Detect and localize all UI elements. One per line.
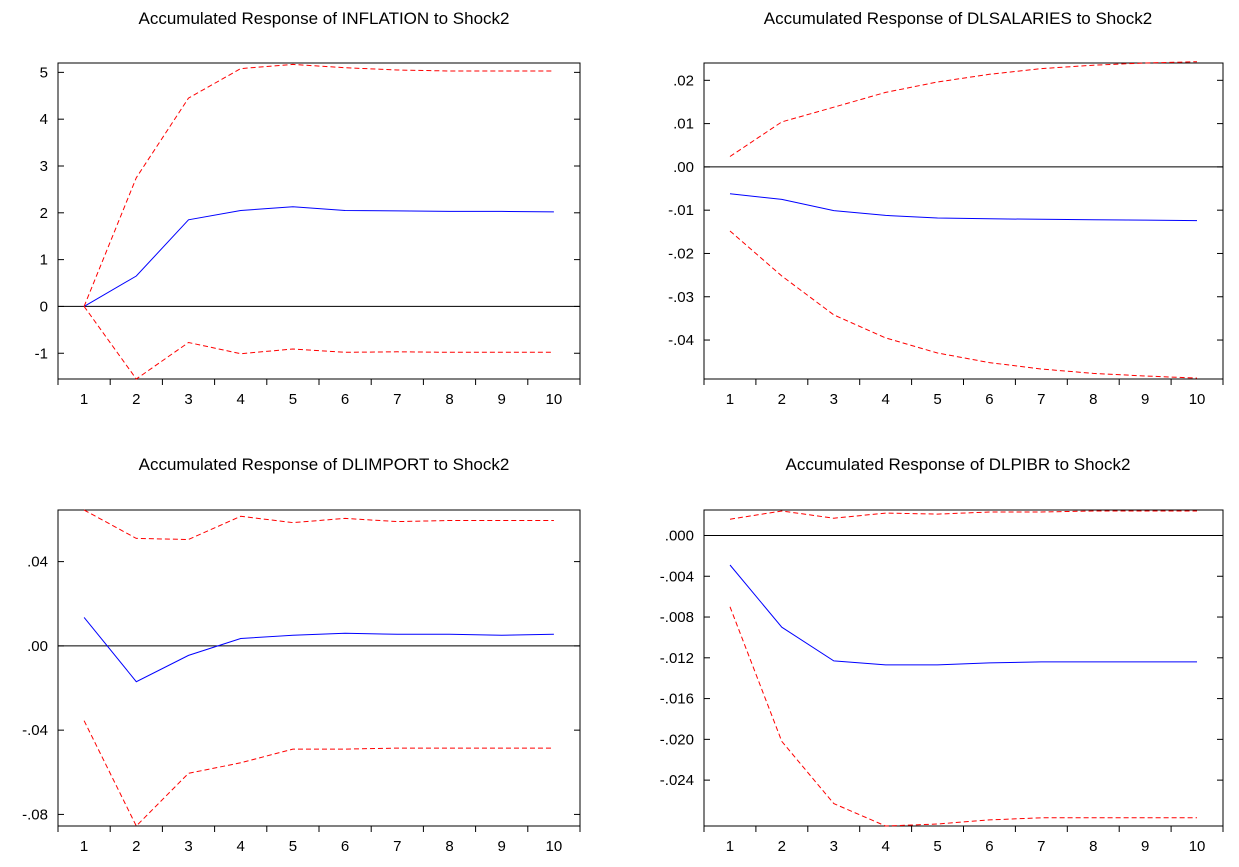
y-tick-label: -1: [35, 345, 48, 362]
x-tick-label: 9: [498, 838, 506, 855]
chart-title: Accumulated Response of DLPIBR to Shock2: [786, 455, 1131, 474]
x-tick-label: 3: [184, 391, 192, 408]
y-tick-label: -.020: [660, 731, 694, 748]
y-tick-label: -.03: [668, 289, 694, 306]
series-line-response: [729, 193, 1198, 222]
x-tick-label: 5: [289, 391, 297, 408]
series-line-lower: [83, 306, 554, 380]
x-tick-label: 8: [1089, 838, 1097, 855]
y-tick-label: .00: [27, 638, 48, 655]
chart-dlsalaries: Accumulated Response of DLSALARIES to Sh…: [668, 9, 1224, 408]
y-tick-label: -.016: [660, 691, 694, 708]
series-line-upper: [729, 510, 1197, 520]
x-tick-label: 4: [881, 391, 889, 408]
y-tick-label: -.012: [660, 650, 694, 667]
y-tick-label: .000: [665, 527, 694, 544]
x-tick-label: 1: [80, 391, 88, 408]
x-tick-label: 10: [546, 838, 563, 855]
x-tick-label: 3: [830, 391, 838, 408]
chart-panel-dlpibr: Accumulated Response of DLPIBR to Shock2…: [620, 440, 1239, 862]
y-tick-label: -.008: [660, 609, 694, 626]
chart-title: Accumulated Response of DLSALARIES to Sh…: [764, 9, 1152, 28]
y-tick-label: 3: [40, 158, 48, 175]
y-tick-label: 5: [40, 64, 48, 81]
plot-frame: [703, 62, 1224, 380]
x-tick-label: 2: [778, 838, 786, 855]
x-tick-label: 1: [726, 391, 734, 408]
y-tick-label: -.01: [668, 202, 694, 219]
y-tick-label: .01: [673, 116, 694, 133]
chart-title: Accumulated Response of INFLATION to Sho…: [138, 9, 509, 28]
x-tick-label: 2: [778, 391, 786, 408]
x-tick-label: 6: [985, 391, 993, 408]
x-tick-label: 8: [445, 391, 453, 408]
x-tick-label: 3: [830, 838, 838, 855]
x-tick-label: 6: [985, 838, 993, 855]
x-tick-label: 10: [546, 391, 563, 408]
x-tick-label: 10: [1189, 391, 1206, 408]
x-tick-label: 5: [289, 838, 297, 855]
x-tick-label: 6: [341, 391, 349, 408]
y-tick-label: .04: [27, 554, 48, 571]
y-tick-label: -.04: [22, 722, 48, 739]
series-line-response: [729, 564, 1197, 666]
x-tick-label: 7: [1037, 391, 1045, 408]
y-tick-label: -.024: [660, 772, 694, 789]
x-tick-label: 4: [237, 391, 245, 408]
y-tick-label: -.04: [668, 332, 694, 349]
y-tick-label: -.02: [668, 245, 694, 262]
y-tick-label: 2: [40, 205, 48, 222]
x-tick-label: 8: [445, 838, 453, 855]
chart-panel-dlimport: Accumulated Response of DLIMPORT to Shoc…: [0, 440, 620, 862]
x-tick-label: 9: [1141, 838, 1149, 855]
x-tick-label: 3: [184, 838, 192, 855]
plot-frame: [703, 509, 1224, 827]
x-tick-label: 10: [1189, 838, 1206, 855]
x-tick-label: 9: [1141, 391, 1149, 408]
x-tick-label: 1: [726, 838, 734, 855]
y-tick-label: 0: [40, 298, 48, 315]
x-tick-label: 7: [393, 391, 401, 408]
x-tick-label: 4: [237, 838, 245, 855]
series-line-lower: [83, 720, 554, 827]
series-line-upper: [83, 63, 554, 307]
chart-panel-inflation: Accumulated Response of INFLATION to Sho…: [0, 0, 620, 431]
x-tick-label: 1: [80, 838, 88, 855]
x-tick-label: 6: [341, 838, 349, 855]
series-line-response: [83, 206, 554, 307]
chart-dlimport: Accumulated Response of DLIMPORT to Shoc…: [22, 455, 581, 855]
x-tick-label: 5: [933, 838, 941, 855]
x-tick-label: 5: [933, 391, 941, 408]
x-tick-label: 4: [881, 838, 889, 855]
plot-frame: [57, 62, 581, 380]
series-line-lower: [729, 230, 1198, 379]
y-tick-label: .00: [673, 159, 694, 176]
y-tick-label: 4: [40, 111, 48, 128]
y-tick-label: .02: [673, 72, 694, 89]
plot-frame: [57, 509, 581, 827]
x-tick-label: 2: [132, 391, 140, 408]
x-tick-label: 2: [132, 838, 140, 855]
series-line-response: [83, 617, 554, 683]
y-tick-label: 1: [40, 252, 48, 269]
chart-inflation: Accumulated Response of INFLATION to Sho…: [35, 9, 581, 408]
series-line-upper: [83, 509, 554, 541]
chart-title: Accumulated Response of DLIMPORT to Shoc…: [139, 455, 510, 474]
y-tick-label: -.004: [660, 568, 694, 585]
x-tick-label: 9: [498, 391, 506, 408]
y-tick-label: -.08: [22, 806, 48, 823]
x-tick-label: 8: [1089, 391, 1097, 408]
x-tick-label: 7: [1037, 838, 1045, 855]
series-line-upper: [729, 61, 1198, 157]
chart-dlpibr: Accumulated Response of DLPIBR to Shock2…: [660, 455, 1224, 855]
x-tick-label: 7: [393, 838, 401, 855]
series-line-lower: [729, 606, 1197, 827]
chart-panel-dlsalaries: Accumulated Response of DLSALARIES to Sh…: [620, 0, 1239, 431]
